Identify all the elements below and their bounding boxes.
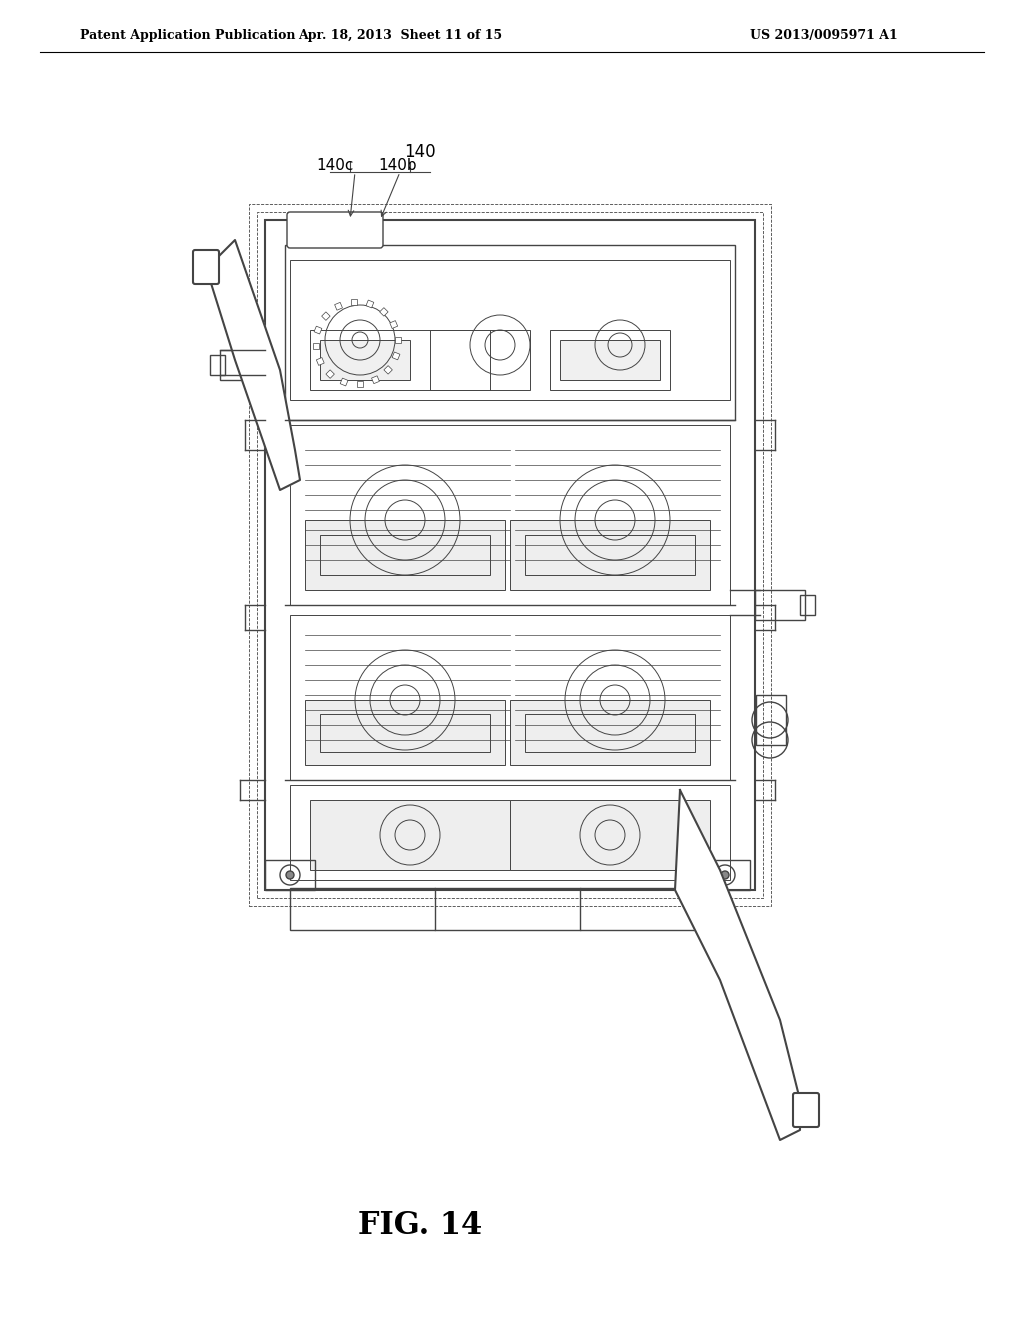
Bar: [305, 520, 505, 590]
Bar: [257, 213, 763, 898]
Bar: [316, 358, 325, 366]
Text: FIG. 14: FIG. 14: [357, 1209, 482, 1241]
Bar: [510, 700, 710, 766]
Bar: [322, 312, 330, 321]
Bar: [380, 308, 388, 315]
Bar: [220, 350, 270, 380]
Bar: [800, 595, 815, 615]
Bar: [390, 321, 397, 329]
Bar: [366, 300, 374, 308]
Bar: [313, 343, 319, 348]
Text: 140: 140: [404, 143, 436, 161]
Bar: [351, 300, 357, 305]
FancyBboxPatch shape: [193, 249, 219, 284]
Bar: [510, 520, 710, 590]
Bar: [357, 381, 362, 387]
Bar: [319, 341, 410, 380]
Bar: [290, 260, 730, 400]
Text: US 2013/0095971 A1: US 2013/0095971 A1: [750, 29, 898, 41]
Bar: [560, 341, 660, 380]
Bar: [395, 337, 401, 343]
Bar: [372, 376, 379, 384]
Circle shape: [286, 871, 294, 879]
Bar: [525, 714, 695, 752]
Text: Apr. 18, 2013  Sheet 11 of 15: Apr. 18, 2013 Sheet 11 of 15: [298, 29, 502, 41]
Bar: [340, 378, 348, 385]
Polygon shape: [210, 240, 300, 490]
Bar: [326, 370, 335, 379]
Bar: [335, 302, 342, 310]
Bar: [319, 535, 490, 576]
FancyBboxPatch shape: [287, 213, 383, 248]
FancyBboxPatch shape: [793, 1093, 819, 1127]
Bar: [265, 861, 315, 890]
Bar: [756, 696, 786, 744]
Bar: [210, 355, 225, 375]
Bar: [510, 800, 710, 870]
Bar: [290, 425, 730, 605]
Bar: [392, 352, 400, 360]
Bar: [525, 535, 695, 576]
Bar: [305, 700, 505, 766]
Text: Patent Application Publication: Patent Application Publication: [80, 29, 296, 41]
Bar: [249, 205, 771, 906]
Bar: [265, 220, 755, 890]
Bar: [290, 785, 730, 880]
Bar: [580, 888, 725, 931]
Bar: [319, 714, 490, 752]
Bar: [310, 800, 510, 870]
Bar: [384, 366, 392, 374]
Bar: [700, 861, 750, 890]
Bar: [310, 330, 490, 389]
Bar: [430, 330, 530, 389]
Text: 140c: 140c: [316, 157, 353, 173]
Polygon shape: [675, 789, 800, 1140]
Bar: [755, 590, 805, 620]
Bar: [285, 246, 735, 420]
Text: 140b: 140b: [379, 157, 418, 173]
Bar: [290, 888, 435, 931]
Bar: [550, 330, 670, 389]
Circle shape: [721, 871, 729, 879]
Bar: [314, 326, 322, 334]
Bar: [290, 615, 730, 780]
